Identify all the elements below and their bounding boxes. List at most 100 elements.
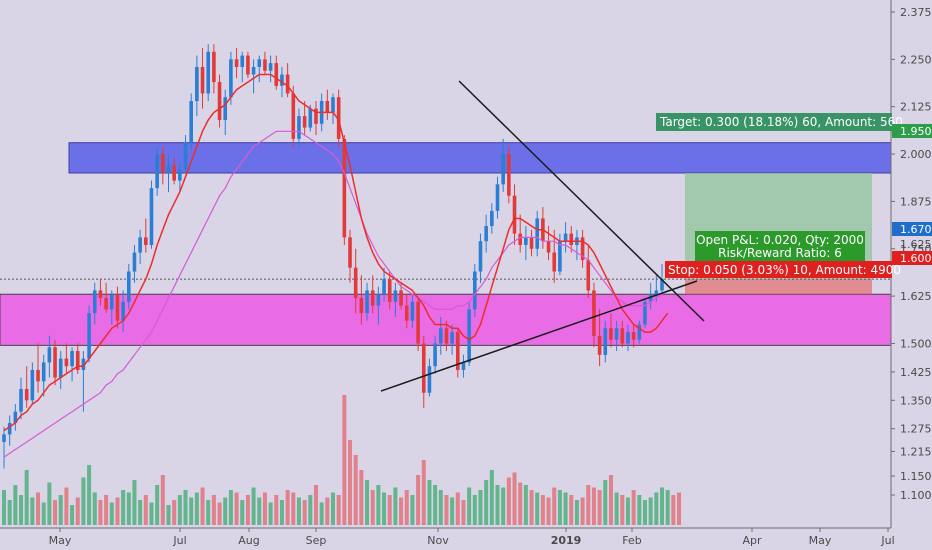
candle: [365, 282, 369, 321]
price-tick-label: 1.425: [900, 366, 932, 379]
candle: [609, 313, 613, 348]
ma-red-line: [3, 73, 669, 432]
volume-bar: [660, 487, 664, 525]
volume-bar: [200, 487, 205, 525]
candle: [212, 44, 216, 94]
volume-bar: [7, 500, 12, 525]
candle: [36, 343, 40, 393]
volume-bar: [393, 487, 398, 525]
stop-price-text: 1.600: [900, 252, 932, 265]
volume-bar: [189, 497, 194, 525]
target-label-text: Target: 0.300 (18.18%) 60, Amount: 560: [659, 115, 903, 129]
pnl-line1: Open P&L: 0.020, Qty: 2000: [696, 233, 864, 247]
volume-bar: [580, 497, 585, 525]
last-price-badge: 1.670: [892, 222, 932, 236]
time-tick-label: 2019: [551, 534, 582, 547]
time-tick-label: Feb: [622, 534, 641, 547]
candle: [467, 301, 471, 367]
volume-bar: [518, 482, 523, 525]
volume-bar: [268, 502, 273, 525]
volume-bar: [665, 490, 670, 525]
candle: [19, 377, 23, 420]
price-tick-label: 1.100: [900, 489, 932, 502]
resistance-zone: [68, 142, 892, 174]
candle: [648, 282, 653, 310]
volume-bar: [211, 495, 216, 525]
volume-bar: [427, 480, 432, 525]
candle: [138, 229, 142, 264]
trendlines-layer: [380, 80, 705, 392]
volume-bar: [614, 492, 619, 525]
volume-bar: [546, 497, 551, 525]
volume-bar: [172, 500, 177, 525]
volume-bar: [24, 470, 29, 525]
candle: [473, 263, 477, 317]
candle: [342, 135, 347, 245]
ma-pink-line: [3, 130, 669, 458]
candle: [200, 47, 205, 109]
volume-bar: [591, 487, 596, 525]
volume-bar: [387, 495, 392, 525]
candle: [518, 214, 522, 253]
volume-bar: [36, 492, 41, 525]
candle: [161, 146, 165, 185]
volume-bar: [160, 475, 165, 525]
volume-bar: [484, 480, 489, 525]
volume-bar: [217, 502, 222, 525]
volume-bar: [92, 492, 97, 525]
candle: [637, 320, 642, 344]
candle: [98, 279, 103, 306]
time-tick-label: Aug: [238, 534, 259, 547]
candle: [104, 282, 108, 314]
volume-bar: [370, 490, 375, 525]
volume-bar: [348, 440, 353, 525]
candle: [478, 233, 483, 283]
candle: [597, 309, 602, 367]
volume-bar: [325, 497, 330, 525]
volume-bar: [132, 480, 137, 525]
price-tick-label: 1.215: [900, 445, 932, 458]
candle: [393, 282, 398, 317]
volume-bar: [223, 497, 228, 525]
volume-bar: [279, 500, 284, 525]
candle: [115, 286, 120, 329]
hidden-tick-text: 1.625: [900, 238, 932, 251]
candle: [81, 351, 86, 412]
candle: [325, 89, 330, 120]
candle: [189, 93, 193, 151]
candle: [183, 135, 188, 173]
candle: [631, 324, 636, 348]
candle: [297, 108, 301, 147]
volume-bar: [245, 495, 250, 525]
candle: [461, 354, 466, 378]
candle: [257, 55, 262, 83]
volume-bar: [121, 490, 126, 525]
volume-bar: [13, 485, 18, 525]
candle: [563, 222, 568, 253]
candle: [427, 358, 432, 397]
stop-zone: [685, 279, 872, 295]
volume-bar: [455, 492, 460, 525]
candle: [370, 275, 375, 314]
candle: [529, 229, 534, 257]
volume-bar: [506, 477, 511, 525]
candle: [75, 343, 80, 374]
volume-bar: [257, 497, 262, 525]
candle: [382, 267, 386, 302]
candle: [643, 298, 647, 329]
volume-bar: [342, 395, 347, 525]
volume-bar: [620, 495, 625, 525]
candle: [166, 154, 171, 192]
time-tick-label: May: [49, 534, 72, 547]
candle: [421, 335, 426, 408]
candle: [336, 89, 341, 147]
candle: [263, 51, 267, 75]
candle: [614, 320, 619, 352]
volume-bar: [291, 492, 296, 525]
volume-bar: [143, 495, 148, 525]
price-tick-label: 1.625: [900, 290, 932, 303]
candle: [109, 290, 114, 325]
price-tick-label: 2.125: [900, 101, 932, 114]
candle: [546, 226, 551, 261]
